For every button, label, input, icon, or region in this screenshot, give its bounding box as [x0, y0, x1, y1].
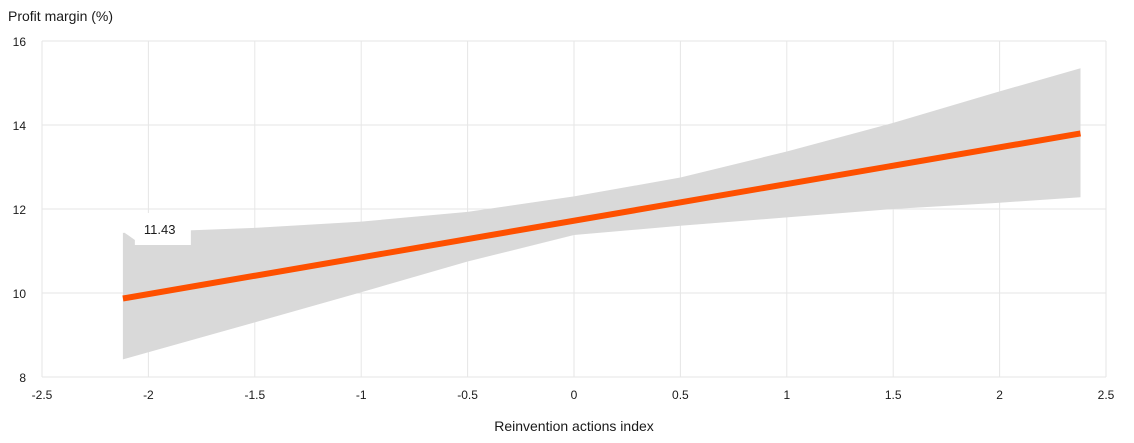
y-tick-label: 14: [13, 119, 27, 133]
x-tick-label: 2: [996, 388, 1003, 402]
y-tick-label: 10: [13, 287, 27, 301]
series-line-group: [122, 130, 1082, 302]
y-tick-label: 12: [13, 203, 27, 217]
tooltip-box: [124, 212, 191, 245]
x-tick-label: -2: [143, 388, 154, 402]
x-tick-label: 1: [783, 388, 790, 402]
y-axis-ticks: 8 10 12 14 16: [13, 35, 27, 385]
y-tick-label: 8: [19, 371, 26, 385]
x-tick-label: 0: [571, 388, 578, 402]
x-tick-label: 2.5: [1098, 388, 1115, 402]
x-tick-label: -0.5: [457, 388, 478, 402]
x-tick-label: -1.5: [244, 388, 265, 402]
x-tick-label: 0.5: [672, 388, 689, 402]
y-axis-title: Profit margin (%): [8, 8, 113, 24]
x-axis-title: Reinvention actions index: [494, 418, 654, 434]
y-tick-label: 16: [13, 35, 27, 49]
x-tick-label: -2.5: [32, 388, 53, 402]
x-tick-label: 1.5: [885, 388, 902, 402]
x-axis-ticks: -2.5 -2 -1.5 -1 -0.5 0 0.5 1 1.5 2 2.5: [32, 388, 1115, 402]
tooltip-value: 11.43: [144, 222, 176, 237]
x-tick-label: -1: [356, 388, 367, 402]
tooltip: 11.43: [124, 212, 191, 245]
regression-line: [122, 130, 1082, 302]
